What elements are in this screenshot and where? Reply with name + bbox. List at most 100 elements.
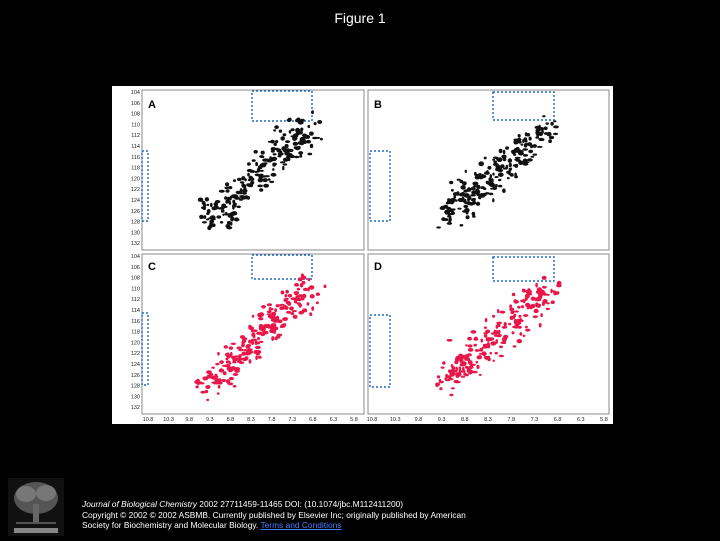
spectrum-peak bbox=[247, 172, 250, 177]
spectrum-peak bbox=[548, 135, 555, 140]
spectrum-peak bbox=[492, 156, 499, 159]
spectrum-peak bbox=[502, 149, 506, 155]
spectrum-peak bbox=[248, 359, 252, 364]
x-tick-label-left: 6.8 bbox=[309, 417, 317, 423]
spectrum-peak bbox=[539, 290, 545, 296]
spectrum-peak bbox=[270, 323, 277, 326]
spectrum-peak bbox=[451, 208, 456, 211]
spectrum-peak bbox=[460, 370, 466, 373]
spectrum-peak bbox=[453, 194, 457, 199]
spectrum-peak bbox=[257, 336, 260, 341]
spectrum-peak bbox=[459, 358, 464, 364]
spectrum-peak bbox=[492, 172, 495, 176]
y-tick-label-top: 124 bbox=[131, 198, 140, 204]
spectrum-peak bbox=[277, 152, 284, 156]
spectrum-peak bbox=[266, 310, 272, 314]
spectrum-peak bbox=[285, 300, 291, 305]
spectrum-peak bbox=[532, 153, 538, 156]
spectra-panels: A B C D 104 106 108 110 112 114 116 118 120 122 12… bbox=[131, 89, 610, 423]
spectrum-peak bbox=[535, 282, 538, 288]
x-tick-label-right: 10.8 bbox=[367, 417, 378, 423]
spectrum-peak bbox=[511, 292, 516, 297]
spectrum-peak bbox=[449, 199, 453, 205]
spectrum-peak bbox=[476, 186, 481, 190]
spectrum-peak bbox=[232, 361, 237, 364]
spectrum-peak bbox=[216, 215, 222, 219]
spectrum-peak bbox=[508, 173, 513, 176]
spectrum-peak bbox=[257, 355, 262, 359]
spectrum-peak bbox=[519, 332, 523, 336]
spectrum-peak bbox=[476, 364, 480, 369]
spectrum-peak bbox=[468, 202, 474, 206]
highlight-box-c-left bbox=[141, 312, 149, 386]
spectrum-peak bbox=[309, 143, 314, 149]
spectrum-peak bbox=[532, 144, 537, 148]
spectrum-peak bbox=[299, 154, 303, 158]
spectrum-peak bbox=[197, 197, 204, 202]
spectrum-peak bbox=[275, 147, 279, 151]
spectrum-peak bbox=[285, 148, 291, 153]
spectrum-peak bbox=[503, 322, 507, 327]
spectrum-peak bbox=[250, 329, 256, 333]
y-tick-label-top: 120 bbox=[131, 176, 140, 182]
spectrum-peak bbox=[526, 306, 530, 310]
spectrum-peak bbox=[299, 303, 302, 308]
x-tick-label-right: 9.8 bbox=[415, 417, 423, 423]
terms-and-conditions-link[interactable]: Terms and Conditions bbox=[260, 520, 342, 530]
spectrum-peak bbox=[483, 192, 486, 195]
spectrum-peak bbox=[232, 204, 237, 208]
x-tick-label-left: 9.3 bbox=[206, 417, 214, 423]
spectrum-peak bbox=[498, 148, 503, 154]
spectrum-peak bbox=[275, 140, 279, 144]
society-text: Society for Biochemistry and Molecular B… bbox=[82, 520, 259, 530]
spectrum-peak bbox=[509, 167, 513, 171]
spectrum-peak bbox=[293, 155, 300, 159]
spectrum-peak bbox=[291, 310, 298, 312]
spectrum-peak bbox=[300, 127, 304, 132]
spectrum-peak bbox=[498, 184, 503, 188]
spectrum-peak bbox=[485, 337, 492, 342]
spectrum-peak bbox=[450, 211, 455, 215]
spectrum-peak bbox=[273, 129, 277, 132]
spectrum-peak bbox=[246, 344, 252, 347]
spectrum-peak bbox=[494, 351, 498, 355]
spectrum-peak bbox=[283, 298, 288, 302]
highlight-box-a-left bbox=[141, 150, 149, 222]
spectrum-peak bbox=[232, 356, 237, 361]
spectrum-peak bbox=[438, 380, 444, 384]
spectrum-peak bbox=[222, 213, 225, 216]
spectrum-peak bbox=[467, 366, 470, 370]
spectrum-peak bbox=[455, 366, 458, 372]
highlight-box-d-top bbox=[492, 256, 555, 282]
spectrum-peak bbox=[538, 296, 543, 300]
spectrum-peak bbox=[267, 178, 271, 181]
spectrum-peak bbox=[535, 136, 540, 139]
spectrum-peak bbox=[466, 187, 472, 192]
spectrum-peak bbox=[522, 154, 529, 157]
spectrum-peak bbox=[553, 132, 558, 136]
spectrum-peak bbox=[515, 146, 520, 152]
spectrum-peak bbox=[297, 277, 303, 282]
spectrum-peak bbox=[479, 347, 484, 350]
spectrum-peak bbox=[213, 205, 219, 210]
x-tick-label-right: 8.3 bbox=[484, 417, 492, 423]
spectrum-peak bbox=[195, 378, 200, 384]
spectrum-peak bbox=[484, 171, 490, 175]
spectrum-peak bbox=[195, 385, 199, 389]
nmr-spectra-figure: A B C D 104 106 108 110 112 114 116 118 120 122 12… bbox=[112, 86, 613, 424]
spectrum-peak bbox=[553, 125, 559, 129]
spectrum-peak bbox=[496, 321, 503, 325]
spectrum-peak bbox=[465, 215, 470, 220]
spectrum-peak bbox=[238, 198, 243, 201]
spectrum-peak bbox=[266, 313, 272, 316]
citation-line: Journal of Biological Chemistry 2002 277… bbox=[82, 499, 712, 510]
spectrum-peak bbox=[492, 158, 496, 161]
spectrum-peak bbox=[284, 143, 289, 149]
figure-title: Figure 1 bbox=[334, 10, 386, 26]
spectrum-peak bbox=[315, 301, 319, 305]
spectrum-peak bbox=[220, 209, 225, 213]
spectrum-peak bbox=[294, 146, 300, 151]
spectrum-peak bbox=[513, 313, 517, 316]
spectrum-peak bbox=[509, 307, 515, 312]
spectrum-peak bbox=[556, 291, 560, 295]
